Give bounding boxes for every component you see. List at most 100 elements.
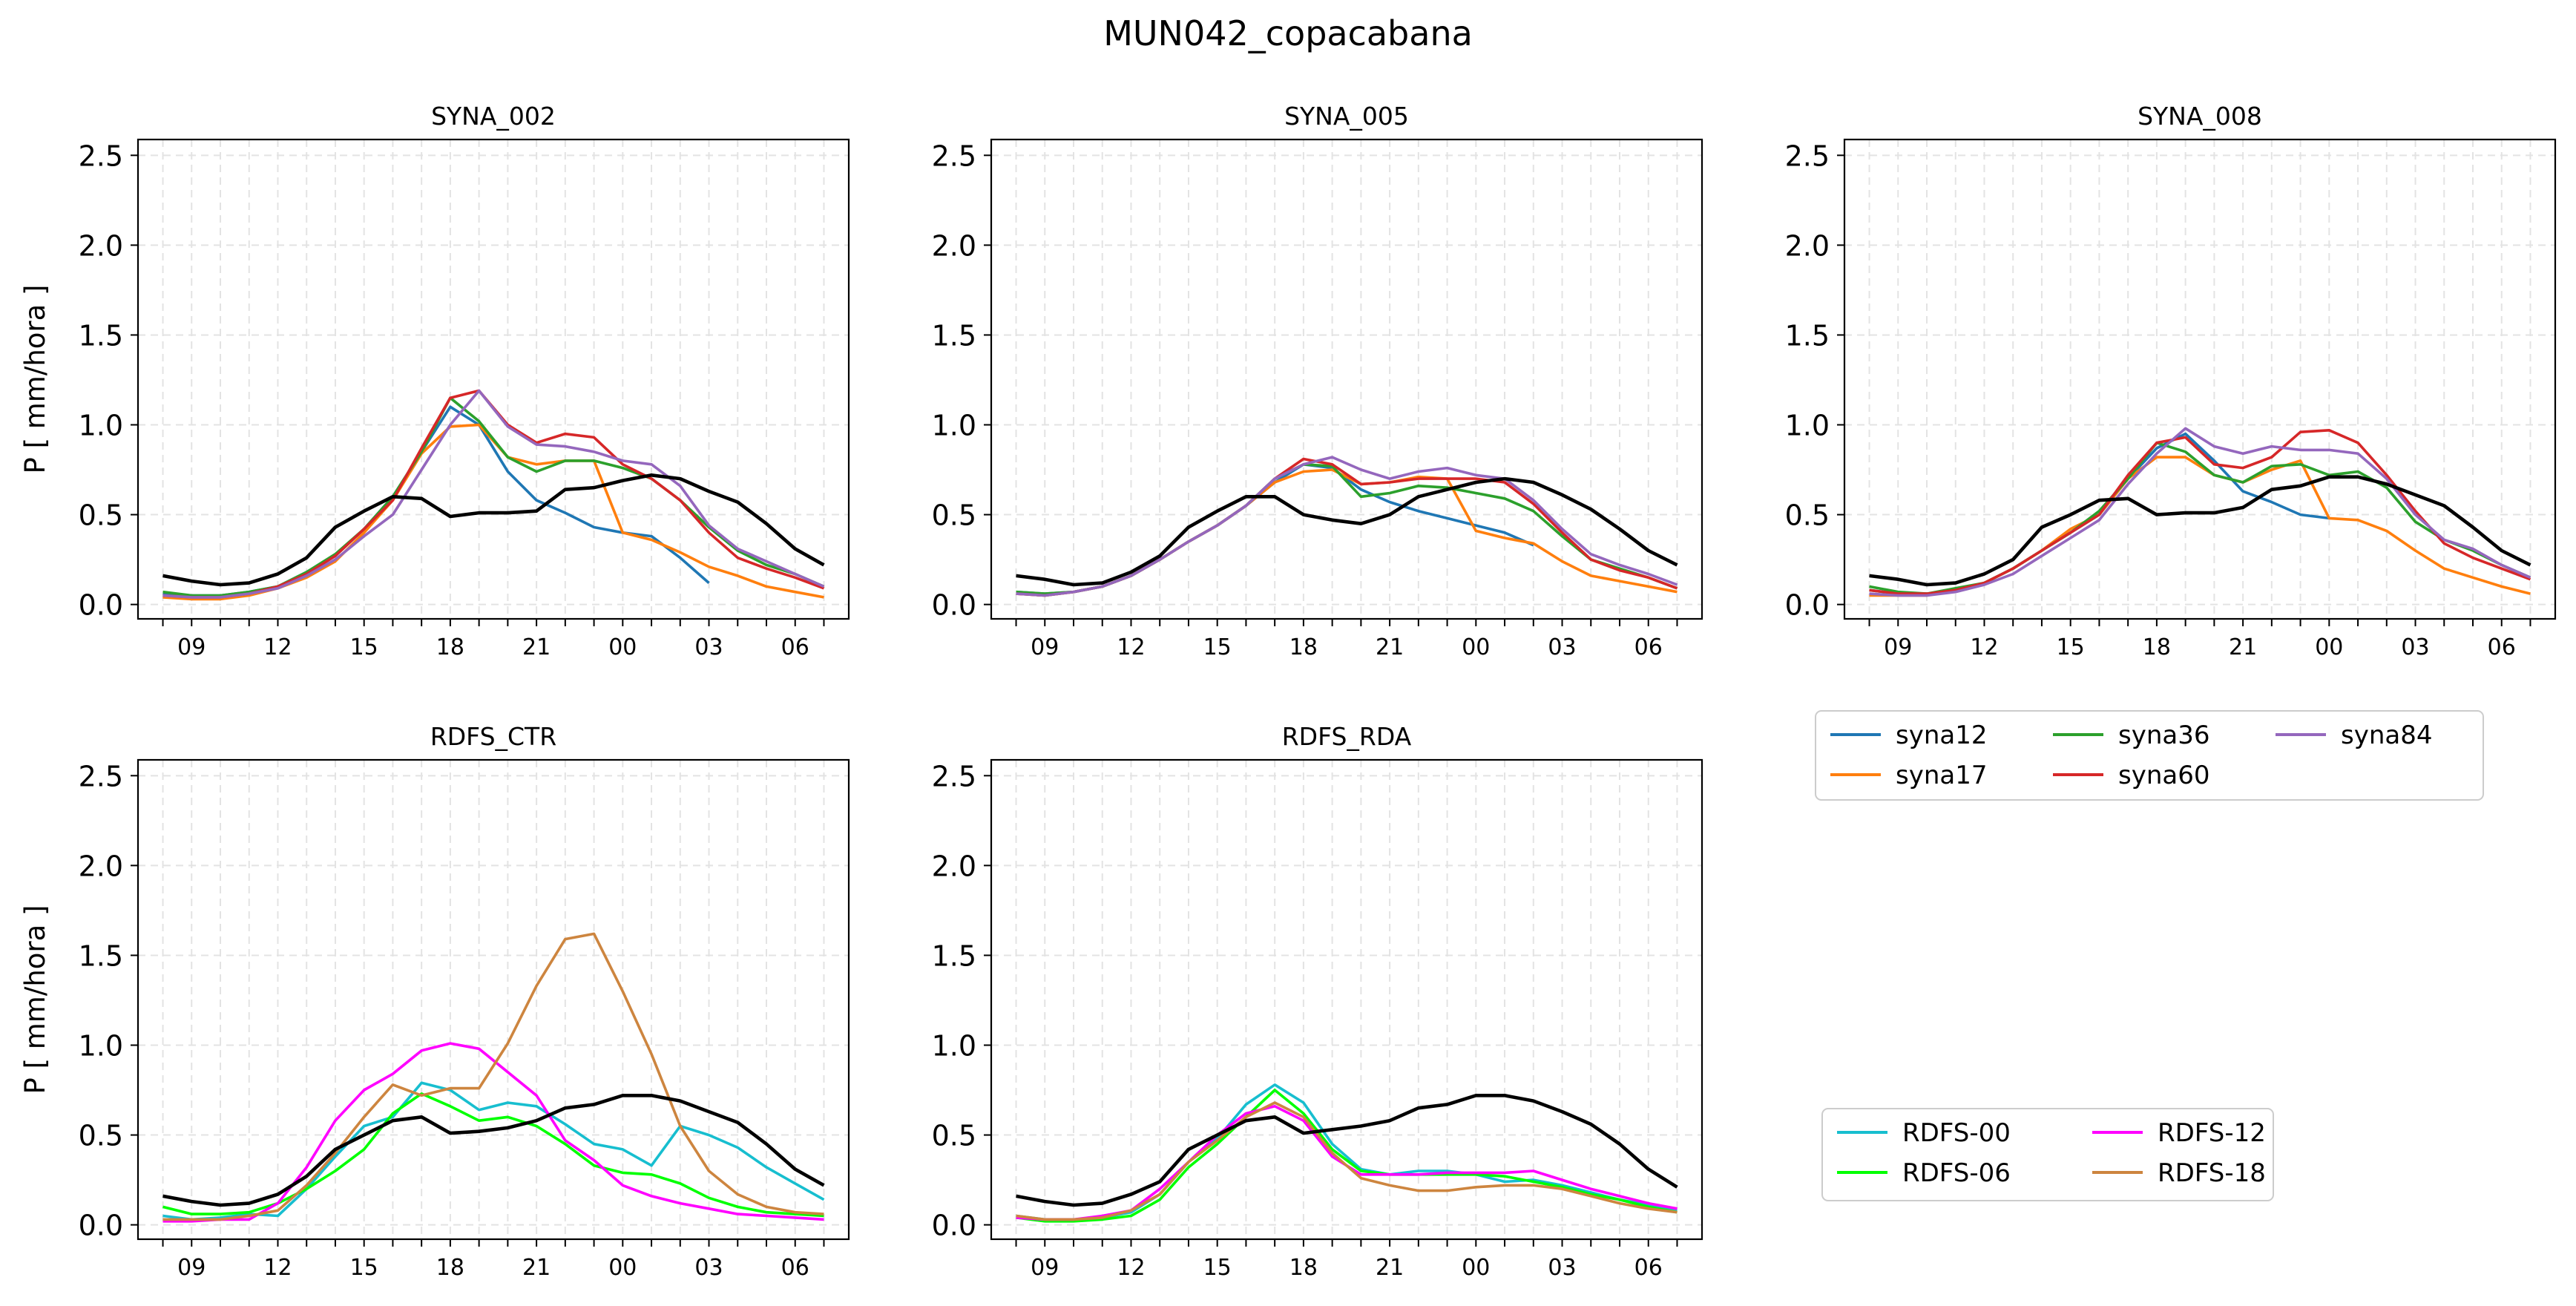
axes-frame (1843, 138, 2557, 620)
x-tick-label: 09 (1031, 634, 1059, 660)
legend-label-syna36: syna36 (2118, 721, 2209, 750)
x-tick-label: 21 (1376, 1255, 1404, 1281)
x-tick-label: 21 (2229, 634, 2257, 660)
x-tick-label: 06 (781, 634, 809, 660)
y-tick-label: 1.0 (79, 409, 123, 442)
y-tick-label: 1.5 (79, 939, 123, 972)
legend-frame (1821, 1108, 2274, 1201)
y-tick-label: 0.0 (932, 589, 976, 622)
panel-title: RDFS_CTR (430, 722, 556, 751)
y-tick-label: 2.0 (79, 229, 123, 262)
y-tick-label: 1.5 (932, 319, 976, 352)
panel-syna_008: 0.0 0.5 1.0 1.5 2.0 2.5 09 12 15 18 21 00 03 06 SYNA_0… (1785, 102, 2557, 660)
legend-label-syna12: syna12 (1896, 721, 1987, 750)
y-tick-label: 2.0 (932, 229, 976, 262)
x-tick-label: 00 (608, 634, 637, 660)
series-line-rdfs-12 (162, 1042, 824, 1223)
series-line-syna36 (1016, 463, 1678, 595)
x-tick-label: 15 (350, 1255, 378, 1281)
series-line-black (1016, 1094, 1678, 1207)
series-line-syna17 (1869, 456, 2531, 597)
x-tick-label: 03 (2401, 634, 2429, 660)
x-tick-label: 15 (2057, 634, 2085, 660)
x-tick-label: 06 (1634, 1255, 1663, 1281)
x-tick-label: 12 (1117, 634, 1145, 660)
y-tick-label: 2.5 (932, 760, 976, 793)
panel-title: SYNA_002 (431, 102, 556, 131)
x-tick-label: 15 (1203, 634, 1232, 660)
y-tick-label: 0.5 (932, 499, 976, 532)
legend-syna: syna12 syna17 syna36 syna60 syna84 (1815, 710, 2484, 801)
axes-frame (990, 758, 1703, 1241)
y-tick-label: 0.5 (932, 1120, 976, 1152)
x-tick-label: 06 (2488, 634, 2516, 660)
series-line-black (1869, 475, 2531, 587)
x-tick-label: 18 (436, 634, 464, 660)
y-tick-label: 2.5 (79, 140, 123, 172)
y-tick-label: 0.0 (1785, 589, 1830, 622)
y-tick-label: 2.5 (79, 760, 123, 793)
legend-label-syna60: syna60 (2118, 761, 2209, 790)
panel-syna_002: 0.0 0.5 1.0 1.5 2.0 2.5 09 12 15 18 21 00 03 06 SYNA_0… (19, 102, 850, 660)
y-tick-label: 1.0 (1785, 409, 1830, 442)
legend-label-syna17: syna17 (1896, 761, 1987, 790)
axes-frame (137, 138, 850, 620)
x-tick-label: 12 (1117, 1255, 1145, 1281)
y-tick-label: 0.0 (79, 589, 123, 622)
series-line-syna60 (162, 389, 825, 599)
series-line-syna60 (1869, 429, 2531, 595)
panel-syna_005: 0.0 0.5 1.0 1.5 2.0 2.5 09 12 15 18 21 00 03 06 SYNA_0… (932, 102, 1703, 660)
series-line-black (1016, 476, 1678, 587)
y-tick-label: 1.5 (1785, 319, 1830, 352)
x-tick-label: 06 (1634, 634, 1663, 660)
x-tick-label: 18 (436, 1255, 464, 1281)
series-line-syna12 (162, 405, 710, 597)
x-tick-label: 00 (2315, 634, 2343, 660)
x-tick-label: 00 (1462, 634, 1490, 660)
y-tick-label: 1.5 (932, 939, 976, 972)
x-tick-label: 09 (1031, 1255, 1059, 1281)
y-tick-label: 0.0 (79, 1210, 123, 1242)
x-tick-label: 03 (1548, 634, 1576, 660)
x-tick-label: 15 (350, 634, 378, 660)
y-tick-label: 1.5 (79, 319, 123, 352)
panel-rdfs_rda: 0.0 0.5 1.0 1.5 2.0 2.5 09 12 15 18 21 00 03 06 RDFS_R… (932, 722, 1703, 1281)
panel-title: SYNA_005 (1284, 102, 1409, 131)
y-tick-label: 2.0 (1785, 229, 1830, 262)
x-tick-label: 12 (263, 634, 292, 660)
series-line-rdfs-00 (1016, 1083, 1678, 1221)
y-axis-label: P [ mm/hora ] (19, 905, 51, 1095)
legend-label-rdfs-00: RDFS-00 (1902, 1118, 2011, 1148)
x-tick-label: 03 (694, 634, 723, 660)
y-tick-label: 1.0 (932, 409, 976, 442)
series-line-syna84 (1016, 456, 1678, 597)
x-tick-label: 12 (263, 1255, 292, 1281)
legend-label-rdfs-18: RDFS-18 (2158, 1158, 2266, 1188)
x-tick-label: 06 (781, 1255, 809, 1281)
y-tick-label: 0.5 (79, 499, 123, 532)
series-line-black (162, 473, 825, 587)
x-tick-label: 18 (1289, 1255, 1318, 1281)
y-tick-label: 0.5 (1785, 499, 1830, 532)
series-line-syna84 (1869, 427, 2531, 597)
y-axis-label: P [ mm/hora ] (19, 285, 51, 474)
x-tick-label: 09 (1884, 634, 1912, 660)
x-tick-label: 03 (694, 1255, 723, 1281)
y-tick-label: 2.0 (932, 850, 976, 882)
figure-title: MUN042_copacabana (1103, 13, 1473, 53)
y-tick-label: 0.0 (932, 1210, 976, 1242)
panel-rdfs_ctr: 0.0 0.5 1.0 1.5 2.0 2.5 09 12 15 18 21 00 03 06 RDFS_C… (19, 722, 850, 1281)
series-line-rdfs-18 (162, 932, 824, 1221)
x-tick-label: 00 (608, 1255, 637, 1281)
axes-frame (990, 138, 1703, 620)
series-line-rdfs-18 (1016, 1101, 1678, 1221)
panel-title: SYNA_008 (2138, 102, 2262, 131)
x-tick-label: 21 (522, 1255, 551, 1281)
legend-label-rdfs-12: RDFS-12 (2158, 1118, 2266, 1148)
x-tick-label: 15 (1203, 1255, 1232, 1281)
x-tick-label: 18 (2143, 634, 2171, 660)
x-tick-label: 03 (1548, 1255, 1576, 1281)
series-line-syna84 (162, 389, 825, 599)
y-tick-label: 1.0 (79, 1029, 123, 1062)
